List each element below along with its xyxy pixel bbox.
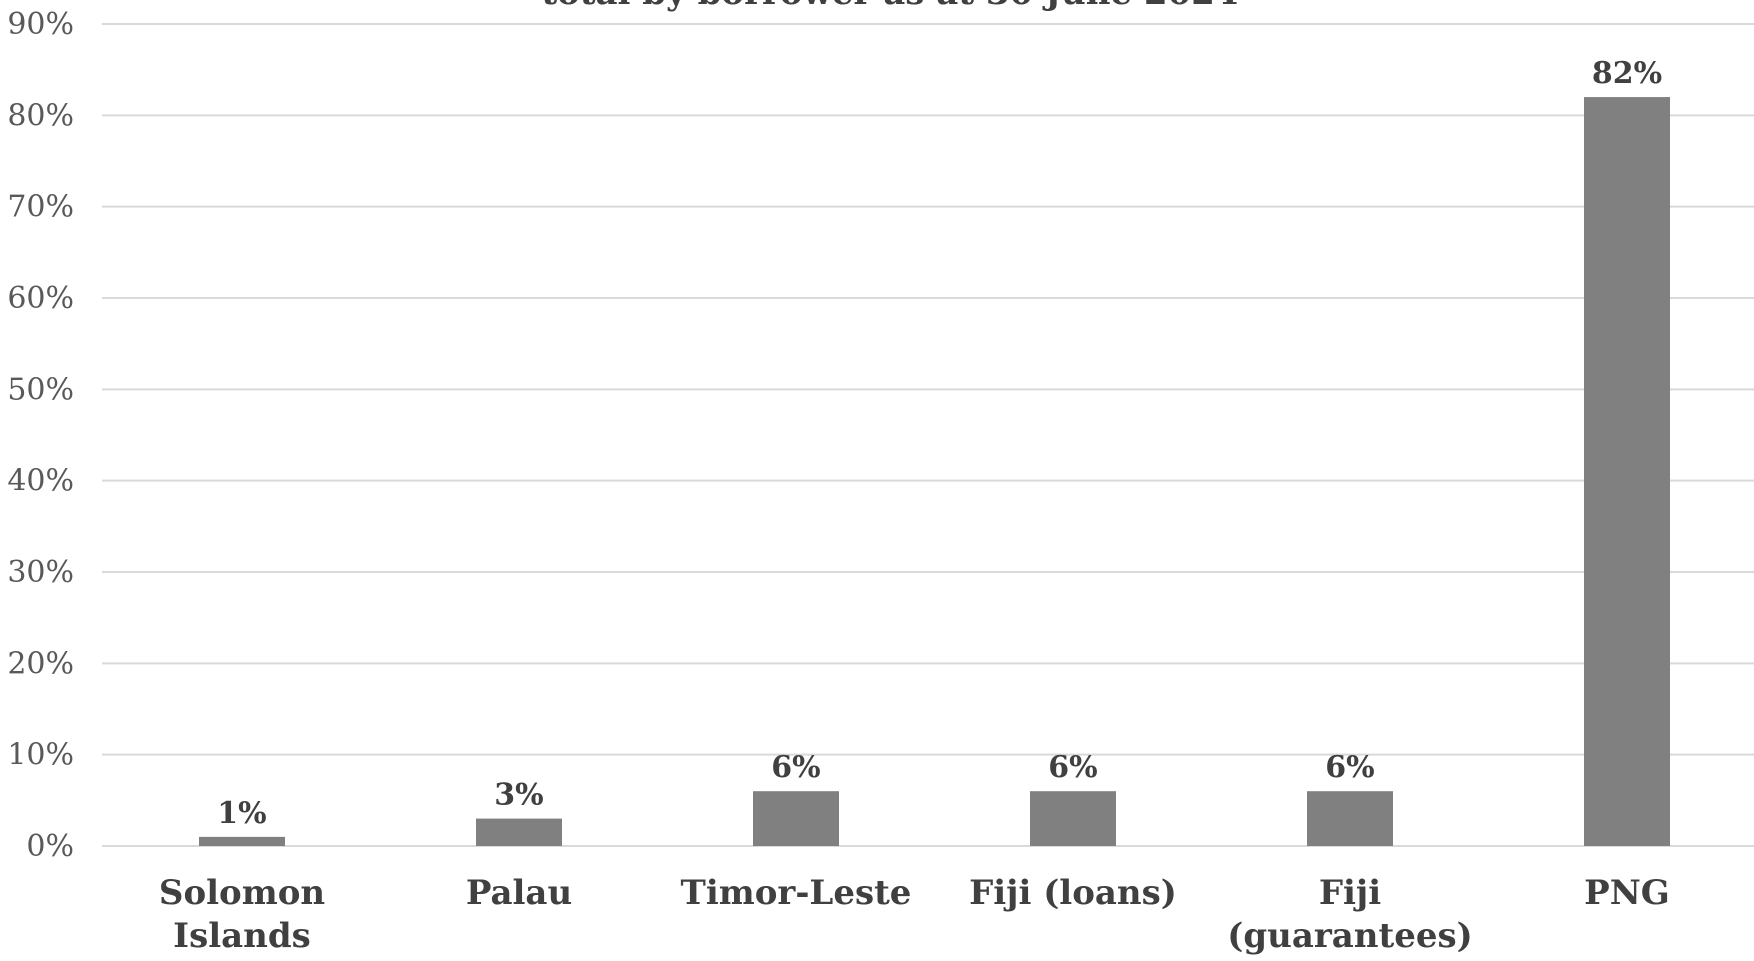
data-label: 6% <box>1048 750 1097 785</box>
bar <box>753 791 839 846</box>
bar <box>1307 791 1393 846</box>
y-tick-label: 60% <box>7 281 74 316</box>
category-label: Fiji (guarantees) <box>1227 873 1472 956</box>
data-label: 6% <box>1325 750 1374 785</box>
category-label: Fiji (loans) <box>969 873 1177 913</box>
bar <box>476 818 562 846</box>
category-label: Solomon Islands <box>159 873 325 956</box>
y-tick-label: 10% <box>7 738 74 773</box>
data-label: 82% <box>1592 56 1662 91</box>
data-label: 3% <box>494 778 543 813</box>
category-label: Palau <box>466 873 572 913</box>
y-tick-label: 0% <box>26 829 74 864</box>
category-labels: Solomon Islands Palau Timor-Leste Fiji (loan… <box>159 873 1670 956</box>
y-tick-label: 40% <box>7 464 74 499</box>
y-tick-label: 30% <box>7 555 74 590</box>
chart-title: total by borrower as at 30 June 2024 <box>541 0 1238 13</box>
y-tick-label: 20% <box>7 646 74 681</box>
y-tick-label: 70% <box>7 190 74 225</box>
category-label: PNG <box>1584 873 1670 913</box>
gridlines <box>102 23 1754 847</box>
bar <box>1030 791 1116 846</box>
y-axis-tick-labels: 0% 10% 20% 30% 40% 50% 60% 70% 80% 90% <box>7 7 74 864</box>
bar <box>199 836 285 846</box>
y-tick-label: 50% <box>7 372 74 407</box>
y-tick-label: 90% <box>7 7 74 42</box>
y-tick-label: 80% <box>7 98 74 133</box>
data-label: 6% <box>771 750 820 785</box>
bar <box>1584 97 1670 847</box>
bars <box>199 97 1670 847</box>
category-label: Timor-Leste <box>681 873 912 913</box>
data-label: 1% <box>217 796 266 831</box>
data-labels: 1% 3% 6% 6% 6% 82% <box>217 56 1662 831</box>
